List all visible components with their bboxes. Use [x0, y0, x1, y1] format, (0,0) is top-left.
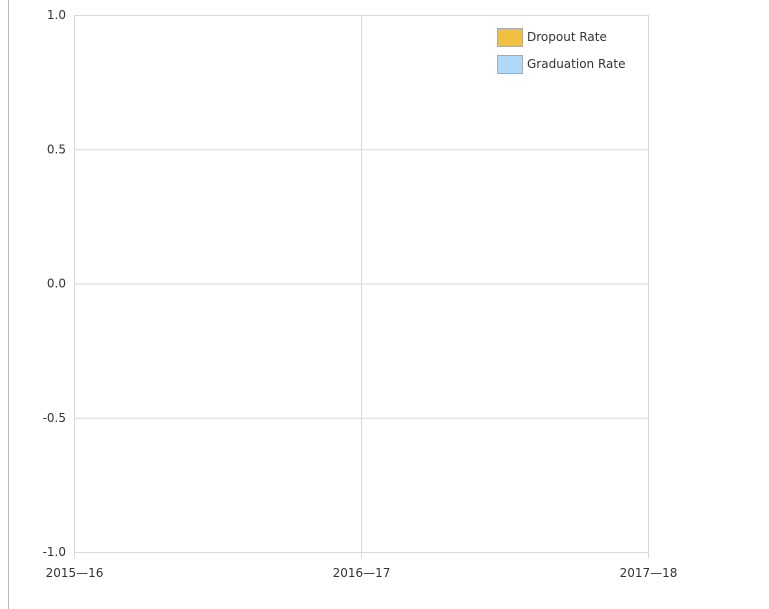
y-tick-label: -1.0 — [43, 545, 66, 559]
legend-label: Dropout Rate — [527, 30, 607, 44]
legend-swatch — [497, 55, 523, 74]
x-tick-label: 2017—18 — [620, 566, 678, 580]
legend-swatch — [497, 28, 523, 47]
y-tick-label: 0.0 — [47, 277, 66, 291]
legend-label: Graduation Rate — [527, 57, 625, 71]
y-tick-label: -0.5 — [43, 411, 66, 425]
y-tick-label: 1.0 — [47, 8, 66, 22]
x-tick-label: 2015—16 — [46, 566, 104, 580]
x-tick-label: 2016—17 — [333, 566, 391, 580]
y-tick-label: 0.5 — [47, 142, 66, 156]
